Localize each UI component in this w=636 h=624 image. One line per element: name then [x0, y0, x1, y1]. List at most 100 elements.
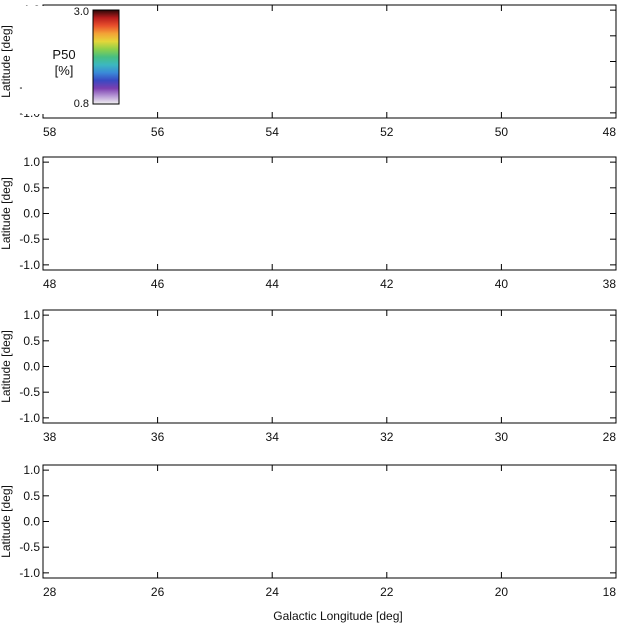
- contour-line: [177, 358, 218, 385]
- x-tick-label: 50: [495, 125, 509, 139]
- contour-line: [383, 539, 425, 566]
- contour-line: [441, 365, 505, 409]
- contour-line: [229, 383, 293, 423]
- colorbar-unit: [%]: [55, 63, 74, 78]
- contour-line: [297, 15, 339, 41]
- contour-line: [71, 330, 95, 346]
- y-tick-label: 0.0: [23, 207, 40, 221]
- contour-line: [326, 472, 367, 499]
- contour-line: [487, 533, 551, 577]
- x-axis-title: Galactic Longitude [deg]: [273, 609, 402, 623]
- x-tick-label: 28: [603, 430, 617, 444]
- contour-line: [538, 22, 579, 49]
- y-tick-label: 1.0: [23, 155, 40, 169]
- y-tick-label: 0.0: [23, 360, 40, 374]
- plot-frame: [42, 464, 617, 579]
- contour-line: [498, 542, 539, 568]
- contour-line: [223, 195, 264, 222]
- polarization-map: [43, 317, 574, 423]
- contour-line: [54, 369, 78, 385]
- x-tick-label: 56: [151, 125, 165, 139]
- x-tick-label: 24: [266, 585, 280, 599]
- contour-line: [530, 389, 553, 405]
- y-tick-label: 0.5: [23, 181, 40, 195]
- contour-line: [171, 319, 235, 363]
- y-axis-title: Latitude [deg]: [0, 25, 13, 98]
- y-tick-label: -0.5: [19, 232, 40, 246]
- contour-line: [240, 392, 281, 418]
- contour-line: [240, 477, 281, 504]
- y-axis-title: Latitude [deg]: [0, 485, 13, 558]
- panel-2: 48 46 44 42 40 38 1.0 0.5 0.0 -0.5 -1.0 Latitude [d…: [0, 155, 617, 291]
- contour-line: [355, 53, 396, 80]
- plot-frame: [42, 309, 617, 424]
- x-tick-label: 52: [380, 125, 394, 139]
- x-tick-label: 54: [266, 125, 280, 139]
- contour-line: [137, 465, 201, 502]
- x-tick-label: 30: [495, 430, 509, 444]
- contour-line: [212, 490, 276, 533]
- y-tick-label: 0.5: [23, 334, 40, 348]
- contour-line: [71, 224, 95, 239]
- polarization-map: [51, 187, 616, 270]
- x-tick-label: 46: [151, 277, 165, 291]
- x-tick-label: 42: [380, 277, 394, 291]
- contour-line: [186, 364, 209, 380]
- contour-line: [183, 508, 224, 535]
- x-tick-label: 38: [43, 430, 57, 444]
- contour-line: [446, 510, 510, 553]
- x-tick-label: 48: [43, 277, 57, 291]
- x-tick-label: 28: [43, 585, 57, 599]
- contour-line: [378, 235, 442, 270]
- x-tick-label: 18: [603, 585, 617, 599]
- contour-line: [51, 210, 115, 253]
- colorbar-ramp: [92, 9, 120, 105]
- contour-line: [510, 376, 574, 419]
- contour-line: [51, 317, 115, 360]
- contour-line: [62, 218, 104, 245]
- contour-line: [62, 325, 104, 352]
- x-tick-label: 44: [266, 277, 280, 291]
- y-tick-label: 0.0: [23, 515, 40, 529]
- contour-line: [507, 547, 530, 563]
- colorbar-max-label: 3.0: [74, 6, 89, 18]
- contour-line: [160, 386, 224, 423]
- contour-line: [372, 531, 436, 574]
- x-tick-label: 40: [495, 277, 509, 291]
- x-tick-label: 58: [43, 125, 57, 139]
- y-tick-label: 0.5: [23, 489, 40, 503]
- contour-line: [343, 45, 407, 88]
- polarization-map: [137, 465, 616, 577]
- contour-line: [166, 350, 230, 393]
- contour-line: [555, 531, 616, 574]
- contour-line: [527, 14, 591, 58]
- y-tick-label: -1.0: [19, 411, 40, 425]
- x-tick-label: 48: [603, 125, 617, 139]
- y-axis-title: Latitude [deg]: [0, 177, 13, 250]
- colorbar: P50 [%] 3.0 0.8: [22, 6, 132, 114]
- contour-line: [521, 384, 562, 411]
- contour-line: [306, 20, 330, 36]
- panel-4: 28 26 24 22 20 18 1.0 0.5 0.0 -0.5 -1.0 Latitude [d…: [0, 463, 617, 599]
- panel-3: 38 36 34 32 30 28 1.0 0.5 0.0 -0.5 -1.0 Latitude [d…: [0, 308, 617, 444]
- contour-line: [315, 465, 379, 507]
- y-tick-label: -1.0: [19, 258, 40, 272]
- contour-line: [392, 544, 416, 560]
- contour-line: [249, 397, 272, 413]
- contour-line: [232, 503, 255, 519]
- contour-line: [148, 467, 190, 494]
- contour-line: [91, 233, 155, 270]
- contour-line: [183, 327, 224, 354]
- y-tick-label: -0.5: [19, 385, 40, 399]
- colorbar-min-label: 0.8: [74, 98, 89, 110]
- contour-line: [212, 187, 276, 230]
- contour-line: [286, 6, 350, 50]
- contour-line: [389, 244, 430, 270]
- contour-line: [171, 500, 235, 543]
- x-tick-label: 26: [151, 585, 165, 599]
- contour-line: [229, 469, 293, 512]
- y-tick-label: -1.0: [19, 566, 40, 580]
- y-tick-label: 1.0: [23, 308, 40, 322]
- contour-line: [458, 518, 499, 545]
